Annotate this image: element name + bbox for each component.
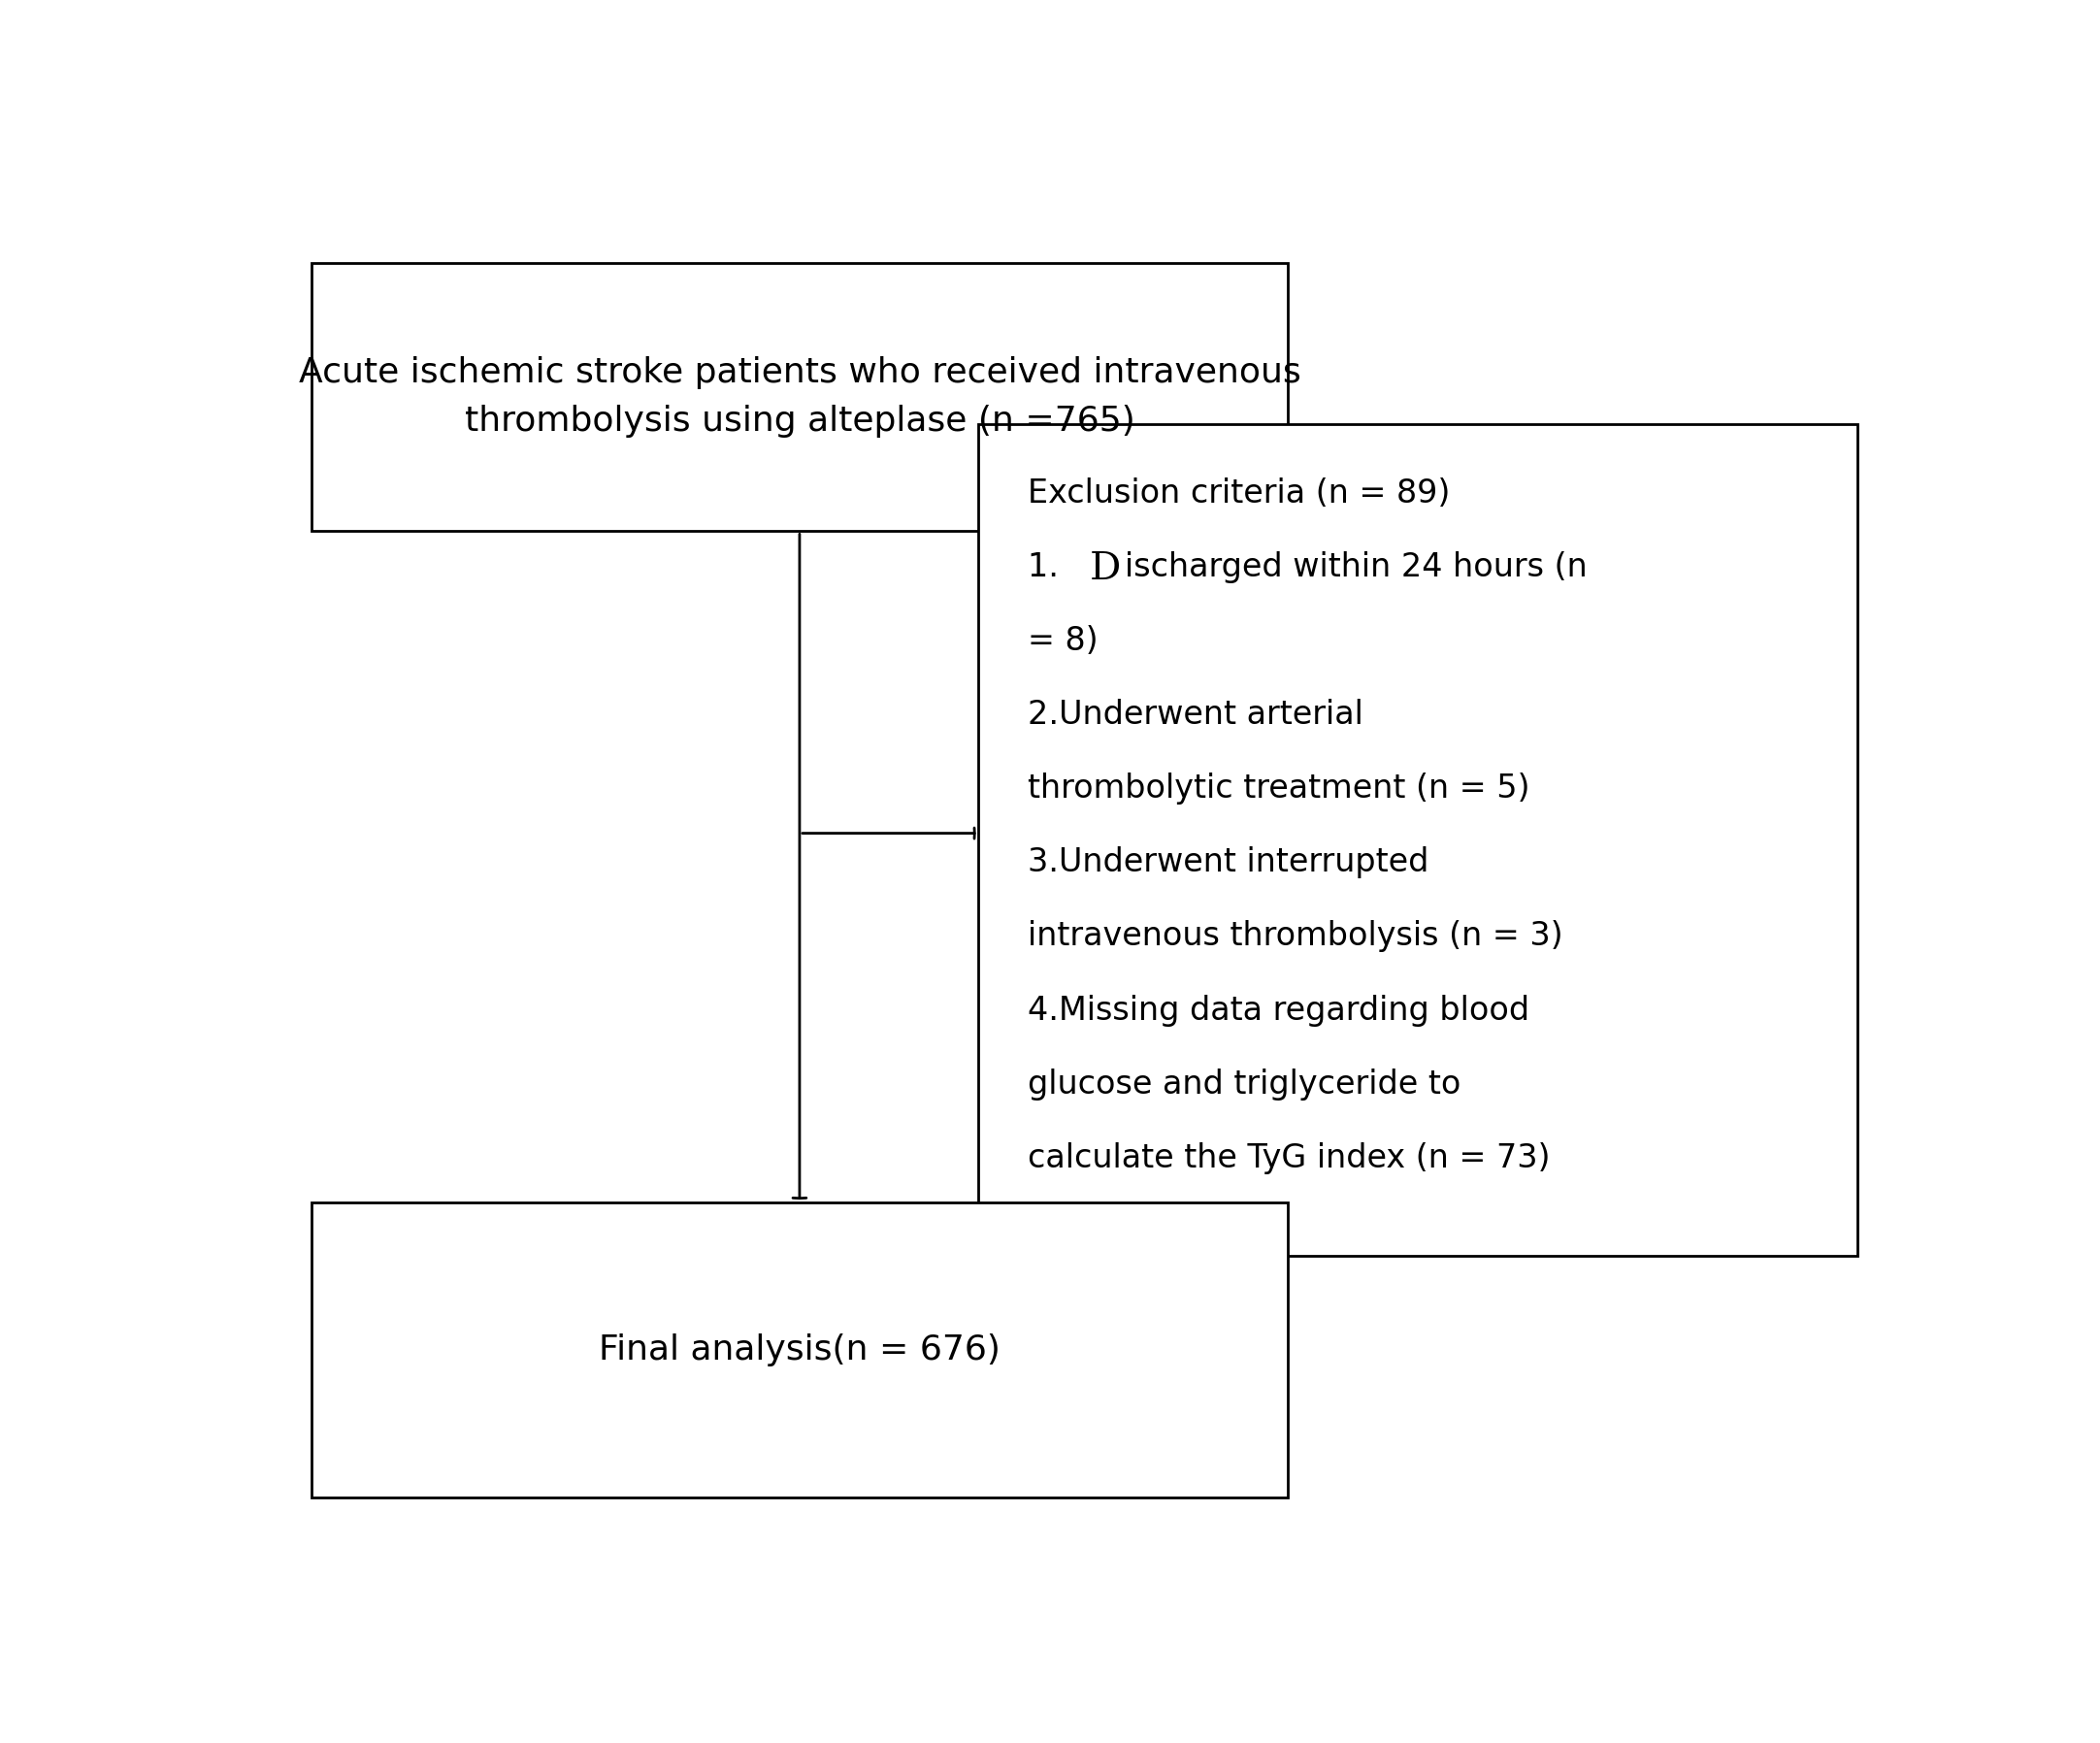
Bar xyxy=(311,263,1287,532)
Text: = 8): = 8) xyxy=(1027,626,1098,657)
Bar xyxy=(979,424,1858,1257)
Bar xyxy=(311,1203,1287,1497)
Text: Exclusion criteria (n = 89): Exclusion criteria (n = 89) xyxy=(1027,478,1449,509)
Text: Acute ischemic stroke patients who received intravenous
thrombolysis using altep: Acute ischemic stroke patients who recei… xyxy=(298,356,1300,437)
Text: ischarged within 24 hours (n: ischarged within 24 hours (n xyxy=(1126,551,1588,584)
Text: 3.Underwent interrupted: 3.Underwent interrupted xyxy=(1027,847,1428,878)
Text: 4.Missing data regarding blood: 4.Missing data regarding blood xyxy=(1027,994,1529,1027)
Text: thrombolytic treatment (n = 5): thrombolytic treatment (n = 5) xyxy=(1027,772,1529,805)
Text: 2.Underwent arterial: 2.Underwent arterial xyxy=(1027,699,1363,730)
Text: 1.: 1. xyxy=(1027,551,1069,584)
Text: calculate the TyG index (n = 73): calculate the TyG index (n = 73) xyxy=(1027,1142,1550,1175)
Text: Final analysis(n = 676): Final analysis(n = 676) xyxy=(598,1333,1000,1367)
Text: glucose and triglyceride to: glucose and triglyceride to xyxy=(1027,1068,1462,1100)
Text: D: D xyxy=(1090,551,1121,587)
Text: intravenous thrombolysis (n = 3): intravenous thrombolysis (n = 3) xyxy=(1027,920,1562,952)
